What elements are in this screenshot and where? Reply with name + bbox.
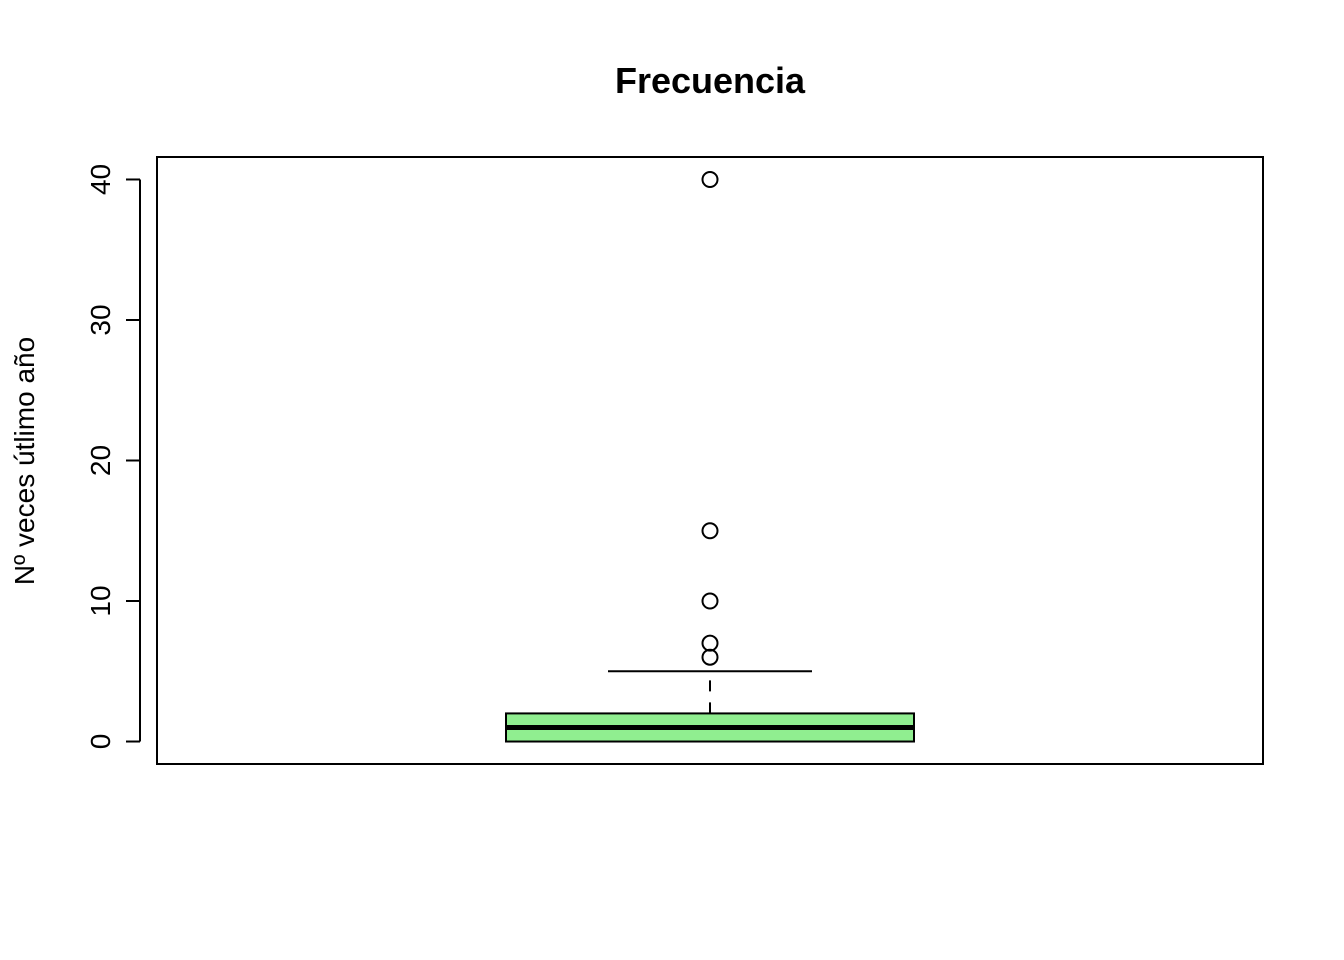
y-tick-label: 30 [85, 304, 116, 335]
y-tick-label: 20 [85, 445, 116, 476]
outlier-point [701, 170, 719, 188]
y-axis-label: Nº veces útlimo año [9, 337, 40, 585]
chart-title: Frecuencia [615, 60, 806, 101]
y-axis: 0 10 20 30 40 [85, 164, 141, 750]
boxplot-marks [505, 170, 915, 743]
plot-frame [156, 156, 1264, 765]
outlier-point [701, 634, 719, 652]
outlier-point [701, 648, 719, 666]
y-tick-label: 0 [85, 734, 116, 750]
y-tick-label: 10 [85, 585, 116, 616]
y-tick-label: 40 [85, 164, 116, 195]
outlier-point [701, 522, 719, 540]
outlier-point [701, 592, 719, 610]
